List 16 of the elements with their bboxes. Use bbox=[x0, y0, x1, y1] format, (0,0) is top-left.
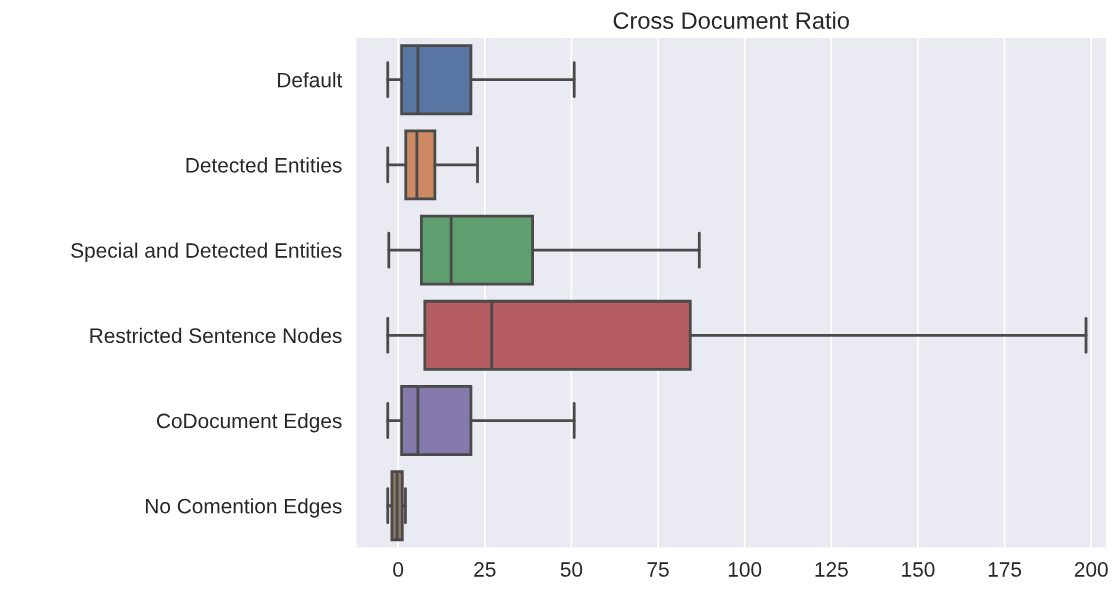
x-tick-label: 75 bbox=[647, 562, 669, 577]
x-tick-label: 50 bbox=[560, 562, 583, 577]
x-tick-label: 25 bbox=[474, 562, 496, 577]
y-tick-label: Restricted Sentence Nodes bbox=[90, 327, 342, 344]
y-tick-label: No Comention Edges bbox=[146, 498, 342, 518]
x-tick-label: 0 bbox=[393, 562, 404, 577]
x-tick-label: 150 bbox=[902, 562, 935, 577]
chart-title: Cross Document Ratio bbox=[613, 11, 849, 29]
x-tick-label: 200 bbox=[1074, 562, 1108, 577]
y-tick-label: Detected Entities bbox=[186, 157, 342, 173]
y-tick-label: CoDocument Edges bbox=[156, 412, 342, 433]
x-tick-label: 100 bbox=[728, 562, 762, 577]
x-tick-label: 125 bbox=[815, 562, 848, 577]
y-tick-label: Default bbox=[278, 72, 343, 88]
y-tick-label: Special and Detected Entities bbox=[71, 242, 342, 262]
x-tick-label: 175 bbox=[988, 562, 1022, 577]
